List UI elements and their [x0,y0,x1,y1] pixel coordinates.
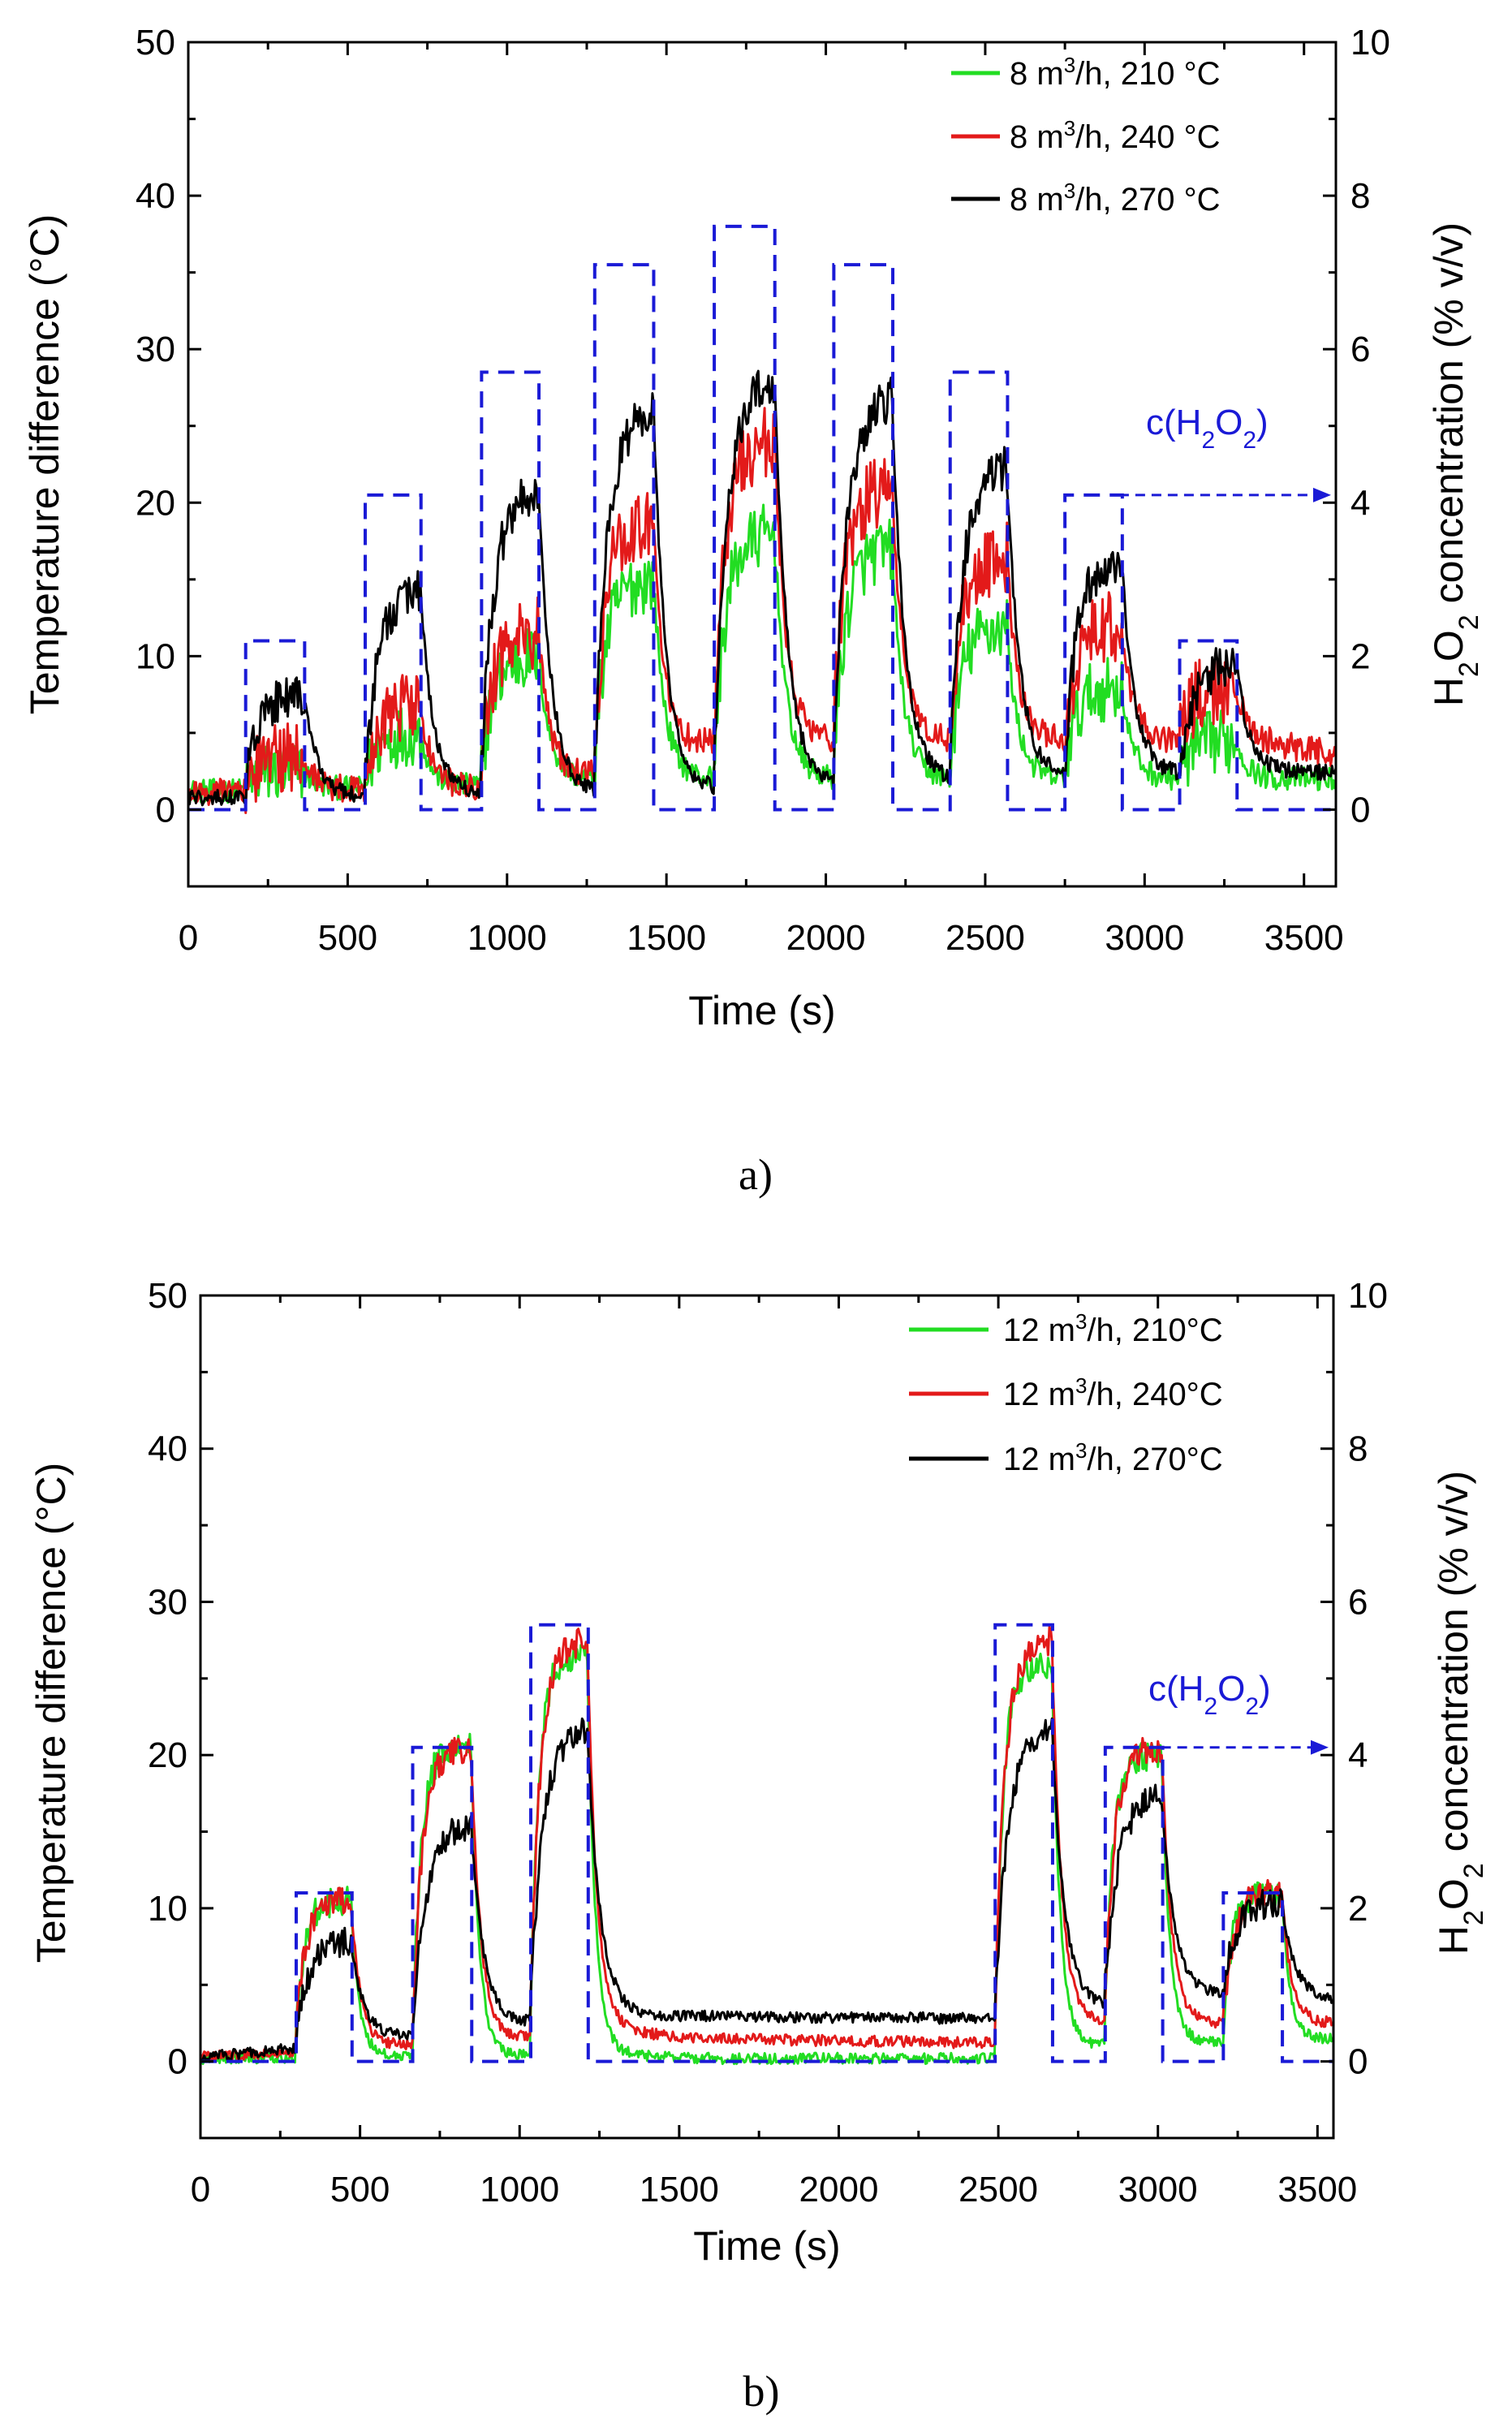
panel-b-series-240-line [200,1626,1333,2063]
panel-a-y2-tick-label: 6 [1350,330,1370,369]
panel-a-y-tick-label: 50 [136,23,175,63]
panel-a-series-270-line [188,369,1336,807]
panel-a-y-tick-label: 10 [136,636,175,676]
panel-b-y2-tick-label: 6 [1348,1582,1368,1622]
panel-b-ticks: 0 500 1000 1500 2000 2500 3000 3500010203040500… [148,1276,1388,2209]
panel-b-x-tick-label: 3500 [1277,2170,1357,2209]
panel-b-caption: b) [743,2367,780,2416]
panel-b-x-tick-label: 0 [191,2170,210,2209]
panel-b-y-tick-label: 30 [148,1582,187,1622]
panel-a-x-tick-label: 2000 [786,918,866,958]
panel-a-series-240-line [188,407,1336,814]
panel-b-y-tick-label: 20 [148,1735,187,1775]
panel-b-h2o2-annotation-label: c(H2O2) [1148,1669,1271,1720]
panel-b: 0 500 1000 1500 2000 2500 3000 3500010203040500… [28,1276,1489,2416]
panel-a-legend-label-240: 8 m3/h, 240 °C [1010,116,1220,155]
panel-b-x-tick-label: 500 [330,2170,390,2209]
panel-a-x-tick-label: 3500 [1264,918,1344,958]
panel-a-x-tick-label: 500 [318,918,377,958]
panel-a: 0 500 1000 1500 2000 2500 3000 3500010203040500… [22,23,1484,1199]
panel-a-x-tick-label: 3000 [1105,918,1184,958]
panel-a-x-tick-label: 2500 [946,918,1025,958]
panel-a-caption: a) [739,1150,773,1199]
panel-a-x-tick-label: 1500 [627,918,706,958]
panel-b-y-axis-label: Temperature difference (°C) [28,1463,74,1964]
panel-a-series-210-line [188,503,1336,812]
panel-b-legend-label-210: 12 m3/h, 210°C [1003,1309,1223,1348]
panel-a-h2o2-annotation-label: c(H2O2) [1146,403,1269,454]
panel-a-h2o2-line [188,224,1336,812]
panel-b-y-tick-label: 50 [148,1276,187,1316]
panel-b-y-tick-label: 0 [168,2042,187,2082]
panel-a-annotation-arrow-head [1313,487,1331,502]
panel-b-y2-tick-label: 0 [1348,2042,1368,2082]
panel-b-y2-tick-label: 10 [1348,1276,1388,1316]
panel-a-y2-tick-label: 10 [1350,23,1390,63]
panel-a-h2o2-pulse-line [188,224,1336,812]
panel-a-x-tick-label: 0 [179,918,198,958]
panel-b-legend-label-240: 12 m3/h, 240°C [1003,1373,1223,1412]
panel-b-y2-axis-label: H2O2 concentration (% v/v) [1431,1471,1489,1955]
panel-b-y2-tick-label: 4 [1348,1735,1368,1775]
panel-a-y-tick-label: 30 [136,330,175,369]
panel-b-y-tick-label: 40 [148,1429,187,1469]
panel-b-legend-label-270: 12 m3/h, 270°C [1003,1438,1223,1477]
panel-a-x-axis-label: Time (s) [688,988,835,1033]
panel-b-x-axis-label: Time (s) [693,2223,840,2269]
panel-a-y-tick-label: 20 [136,483,175,523]
panel-b-h2o2-annotation-arrow [1161,1739,1329,1755]
panel-a-legend-label-270: 8 m3/h, 270 °C [1010,179,1220,218]
panel-b-x-tick-label: 2500 [958,2170,1038,2209]
panel-b-plot-frame [199,1294,1335,2140]
panel-b-x-tick-label: 2000 [799,2170,879,2209]
panel-a-legend: 8 m3/h, 210 °C 8 m3/h, 240 °C 8 m3/h, 27… [951,53,1220,218]
panel-b-y2-tick-label: 8 [1348,1429,1368,1469]
panel-b-h2o2-line [200,1623,1333,2063]
panel-a-y2-tick-label: 2 [1350,636,1370,676]
panel-b-x-tick-label: 1500 [640,2170,719,2209]
panel-a-plot-frame [187,41,1338,888]
panel-a-y2-tick-label: 8 [1350,176,1370,216]
panel-a-legend-label-210: 8 m3/h, 210 °C [1010,53,1220,92]
panel-b-y-tick-label: 10 [148,1889,187,1929]
panel-a-y-tick-label: 0 [156,790,175,830]
panel-a-ticks: 0 500 1000 1500 2000 2500 3000 3500010203040500… [136,23,1390,958]
panel-a-x-tick-label: 1000 [467,918,547,958]
panel-a-y2-tick-label: 0 [1350,790,1370,830]
panel-b-h2o2-pulse-line [200,1623,1333,2063]
panel-b-legend: 12 m3/h, 210°C 12 m3/h, 240°C 12 m3/h, 2… [909,1309,1223,1477]
panel-a-y-axis-label: Temperature difference (°C) [22,214,67,715]
panel-b-x-tick-label: 1000 [480,2170,559,2209]
panel-a-y2-tick-label: 4 [1350,483,1370,523]
panel-b-annotation-arrow-head [1311,1739,1329,1755]
panel-b-series-270-line [200,1717,1333,2063]
panel-a-series-lines [188,369,1336,814]
panel-b-x-tick-label: 3000 [1118,2170,1198,2209]
panel-a-h2o2-annotation-arrow [1118,487,1331,502]
panel-b-y2-tick-label: 2 [1348,1889,1368,1929]
panel-a-y2-axis-label: H2O2 concentration (% v/v) [1426,222,1484,706]
panel-a-y-tick-label: 40 [136,176,175,216]
